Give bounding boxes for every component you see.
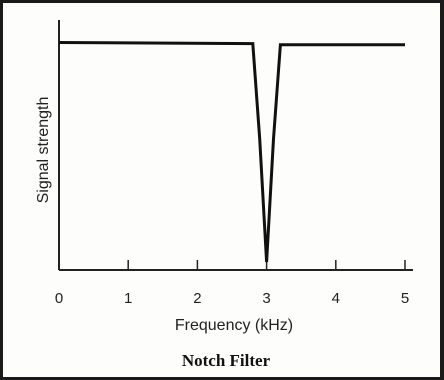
x-tick-label: 0 [55, 290, 63, 307]
signal-strength-line [58, 41, 405, 263]
x-tick-label: 5 [401, 290, 409, 307]
x-tick-labels: 0 1 2 3 4 5 [55, 290, 409, 307]
x-tick-label: 2 [193, 290, 201, 307]
x-tick-label: 3 [262, 290, 270, 307]
x-tick-label: 1 [124, 290, 132, 307]
axes [58, 20, 413, 271]
chart-title: Notch Filter [182, 351, 271, 370]
x-axis-label: Frequency (kHz) [175, 317, 293, 334]
x-tick-label: 4 [332, 290, 340, 307]
y-axis-label: Signal strength [35, 97, 52, 204]
